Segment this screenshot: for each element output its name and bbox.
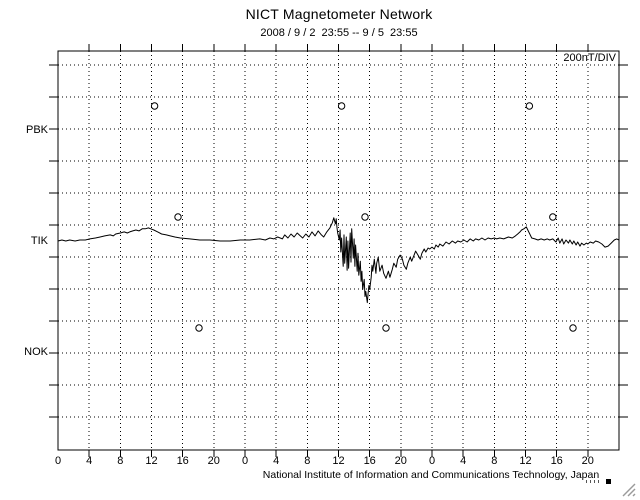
tik-data-trace — [57, 217, 620, 304]
tiny-text-artifact — [586, 480, 601, 483]
circle-marker-pbk — [337, 102, 346, 110]
circle-marker-tik — [549, 213, 557, 221]
ticks-layer — [49, 44, 628, 457]
grid-layer — [58, 51, 619, 450]
institute-caption: National Institute of Information and Co… — [262, 469, 600, 481]
circle-marker-tik — [174, 213, 182, 221]
circle-marker-nok — [195, 324, 203, 332]
circle-marker-pbk — [150, 102, 159, 110]
scale-per-division-label: 200nT/DIV — [563, 52, 616, 64]
circle-markers-layer — [150, 102, 577, 332]
resize-grip-icon[interactable] — [620, 481, 637, 497]
circle-marker-pbk — [525, 102, 534, 110]
time-range-subtitle: 2008 / 9 / 2 23:55 -- 9 / 5 23:55 — [260, 27, 418, 39]
circle-marker-nok — [382, 324, 390, 332]
tiny-black-square-icon — [606, 479, 611, 484]
circle-marker-nok — [569, 324, 577, 332]
circle-marker-tik — [361, 213, 369, 221]
page-title: NICT Magnetometer Network — [245, 6, 433, 22]
plot-frame — [57, 50, 620, 451]
trace-layer — [57, 217, 620, 304]
